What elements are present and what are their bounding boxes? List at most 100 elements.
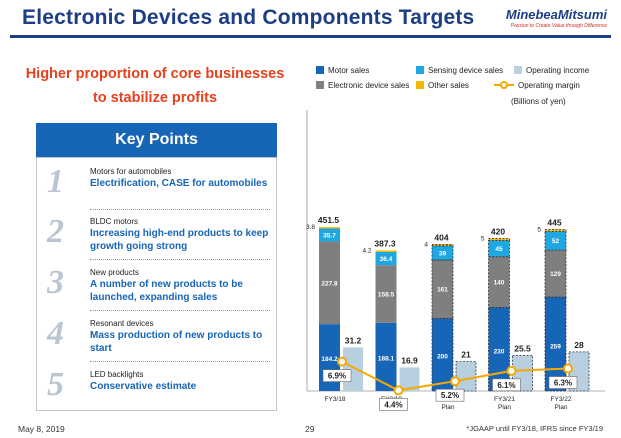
legend-swatch-motor bbox=[316, 66, 324, 74]
key-points-box: 1 Motors for automobiles Electrification… bbox=[36, 157, 277, 411]
margin-label-box bbox=[435, 388, 465, 402]
key-point-subtitle: Motors for automobiles bbox=[90, 167, 172, 176]
data-label-sensing: 52 bbox=[552, 238, 560, 245]
key-point-text: Conservative estimate bbox=[90, 381, 197, 392]
x-tick-label: Plan bbox=[441, 404, 454, 411]
key-point-item: 4 Resonant devices Mass production of ne… bbox=[37, 312, 276, 362]
key-point-subtitle: BLDC motors bbox=[90, 217, 139, 226]
data-label-margin: 4.4% bbox=[384, 400, 402, 409]
data-label-operating-income: 16.9 bbox=[401, 355, 418, 365]
legend-swatch-electronic bbox=[316, 81, 324, 89]
operating-margin-point bbox=[337, 356, 347, 367]
legend-label: Operating margin bbox=[518, 81, 580, 90]
data-label-total: 387.3 bbox=[374, 238, 396, 248]
data-label-motor: 200 bbox=[437, 353, 448, 360]
legend-label: Motor sales bbox=[328, 66, 370, 75]
x-tick-label: FY3/21 bbox=[494, 396, 515, 403]
data-label-total: 445 bbox=[547, 217, 561, 227]
footer-note: *JGAAP until FY3/18, IFRS since FY3/19 bbox=[466, 424, 603, 433]
key-point-item: 3 New products A number of new products … bbox=[37, 261, 276, 311]
key-point-item: 1 Motors for automobiles Electrification… bbox=[37, 160, 276, 210]
data-label-operating-income: 28 bbox=[574, 340, 584, 350]
legend-swatch-other bbox=[416, 81, 424, 89]
legend-swatch-operating-income bbox=[514, 66, 522, 74]
bar-segment-other bbox=[375, 250, 397, 252]
x-tick-label: Plan bbox=[498, 404, 511, 411]
margin-label-box bbox=[322, 369, 352, 382]
key-point-text: Mass production of new products to start bbox=[90, 330, 263, 354]
data-label-motor: 259 bbox=[550, 344, 561, 351]
data-label-other: 3.8 bbox=[306, 224, 315, 231]
data-label-sensing: 39 bbox=[439, 250, 447, 257]
operating-margin-point bbox=[506, 365, 517, 376]
data-label-operating-income: 21 bbox=[461, 350, 471, 360]
data-label-sensing: 35.7 bbox=[323, 232, 336, 239]
key-point-number: 4 bbox=[47, 315, 64, 352]
chart-legend: Motor sales Sensing device sales Operati… bbox=[312, 66, 616, 106]
page-number: 29 bbox=[305, 424, 315, 434]
key-points-header: Key Points bbox=[36, 123, 277, 157]
data-label-other: 5 bbox=[481, 236, 485, 243]
data-label-sensing: 45 bbox=[495, 246, 503, 253]
bar-operating-income bbox=[399, 367, 420, 391]
bar-segment-electronic bbox=[319, 241, 340, 325]
data-label-motor: 188.1 bbox=[378, 355, 395, 362]
margin-label-box bbox=[379, 398, 408, 411]
data-label-electronic: 227.8 bbox=[321, 280, 338, 287]
key-point-text: Electrification, CASE for automobiles bbox=[90, 178, 268, 189]
bar-segment-sensing bbox=[375, 251, 397, 266]
key-point-separator bbox=[90, 310, 270, 311]
key-point-separator bbox=[90, 361, 270, 362]
bar-operating-income bbox=[343, 347, 363, 391]
legend-label: Electronic device sales bbox=[328, 81, 410, 90]
key-point-separator bbox=[90, 259, 270, 260]
data-label-motor: 230 bbox=[494, 348, 505, 355]
key-point-separator bbox=[90, 209, 270, 210]
key-point-number: 1 bbox=[47, 163, 64, 200]
legend-item-electronic: Electronic device sales bbox=[316, 81, 409, 91]
data-label-other: 4 bbox=[424, 241, 428, 248]
headline-line-2: to stabilize profits bbox=[92, 90, 218, 106]
logo-name: MinebeaMitsumi bbox=[505, 7, 607, 22]
legend-label: Operating income bbox=[526, 66, 590, 75]
legend-label: Sensing device sales bbox=[428, 66, 504, 75]
key-point-subtitle: LED backlights bbox=[90, 370, 144, 379]
title-divider bbox=[10, 35, 611, 38]
legend-item-operating-income: Operating income bbox=[514, 66, 589, 76]
legend-label: Other sales bbox=[428, 81, 469, 90]
bar-segment-electronic bbox=[375, 265, 397, 323]
page-title: Electronic Devices and Components Target… bbox=[22, 6, 475, 29]
legend-item-motor: Motor sales bbox=[316, 66, 369, 76]
legend-item-other: Other sales bbox=[416, 81, 469, 91]
data-label-other: 5 bbox=[537, 226, 541, 233]
headline-line-1: Higher proportion of core businesses bbox=[25, 66, 285, 82]
operating-margin-point bbox=[563, 363, 573, 374]
bar-segment-sensing bbox=[319, 228, 340, 242]
key-point-text: Increasing high-end products to keep gro… bbox=[90, 228, 269, 252]
data-label-motor: 184.2 bbox=[321, 356, 338, 363]
operating-margin-point bbox=[393, 385, 404, 396]
logo-tagline: Passion to Create Value through Differen… bbox=[510, 23, 607, 29]
bar-segment-other bbox=[488, 238, 510, 241]
bar-operating-income bbox=[455, 361, 477, 392]
data-label-other: 4.2 bbox=[362, 247, 371, 254]
margin-label-box bbox=[548, 376, 578, 389]
data-label-sensing: 36.4 bbox=[380, 256, 393, 263]
margin-label-box bbox=[492, 378, 521, 392]
legend-line-margin bbox=[494, 81, 514, 89]
key-point-number: 2 bbox=[47, 213, 64, 250]
data-label-margin: 6.1% bbox=[497, 381, 515, 390]
data-label-operating-income: 31.2 bbox=[345, 335, 362, 345]
key-point-item: 5 LED backlights Conservative estimate bbox=[37, 363, 276, 413]
bar-segment-other bbox=[431, 243, 454, 247]
data-label-electronic: 161 bbox=[437, 287, 448, 294]
data-label-electronic: 140 bbox=[494, 280, 505, 287]
bar-segment-other bbox=[544, 229, 567, 232]
data-label-electronic: 129 bbox=[550, 271, 561, 278]
data-label-electronic: 158.5 bbox=[378, 291, 395, 298]
key-point-item: 2 BLDC motors Increasing high-end produc… bbox=[37, 210, 276, 260]
x-tick-label: FY3/22 bbox=[551, 396, 572, 403]
legend-item-margin: Operating margin bbox=[494, 81, 580, 91]
legend-item-sensing: Sensing device sales bbox=[416, 66, 503, 76]
